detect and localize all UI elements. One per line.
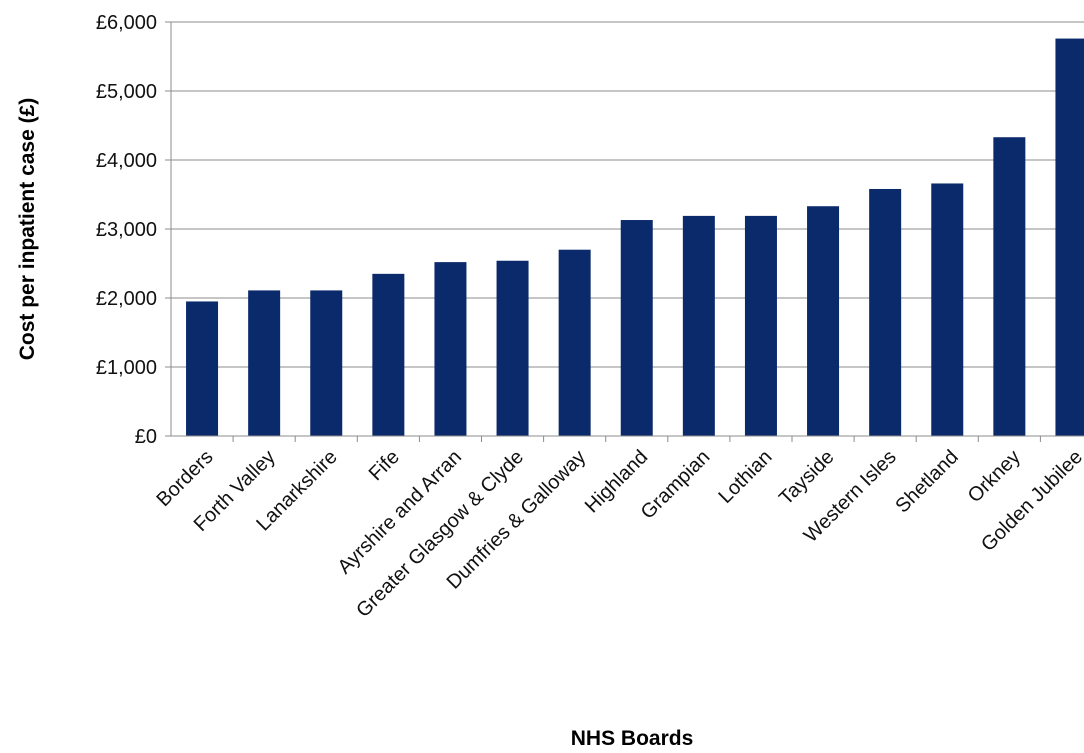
y-axis-title: Cost per inpatient case (£)	[16, 98, 39, 361]
bar	[248, 290, 281, 436]
bar	[620, 220, 653, 436]
bar	[682, 215, 715, 436]
bar	[372, 273, 405, 436]
x-tick-label: Fife	[365, 446, 404, 485]
bar	[434, 262, 467, 436]
y-tick-label: £6,000	[96, 12, 157, 34]
bar	[807, 206, 840, 436]
y-tick-label: £5,000	[96, 81, 157, 103]
y-tick-label: £1,000	[96, 357, 157, 379]
x-tick-label: Shetland	[891, 446, 962, 517]
bar	[310, 290, 343, 436]
y-tick-labels: £0 £1,000 £2,000 £3,000 £4,000 £5,000 £6,000	[96, 12, 157, 448]
y-tick-label: £2,000	[96, 288, 157, 310]
bar	[993, 137, 1026, 437]
bars	[186, 38, 1084, 437]
y-tick-label: £3,000	[96, 219, 157, 241]
x-tick-label: Grampian	[637, 446, 715, 524]
bar	[496, 260, 529, 436]
y-tick-label: £0	[135, 426, 157, 448]
bar	[869, 188, 902, 436]
axes	[165, 21, 1084, 442]
bar	[186, 301, 219, 436]
x-axis-title: NHS Boards	[571, 727, 694, 750]
x-tick-label: Tayside	[775, 446, 839, 510]
y-tick-label: £4,000	[96, 150, 157, 172]
x-tick-label: Orkney	[964, 446, 1025, 507]
bar	[1055, 38, 1084, 437]
bar	[931, 183, 964, 436]
bar	[558, 249, 591, 436]
x-tick-label: Lothian	[715, 446, 777, 508]
bar	[744, 215, 777, 436]
